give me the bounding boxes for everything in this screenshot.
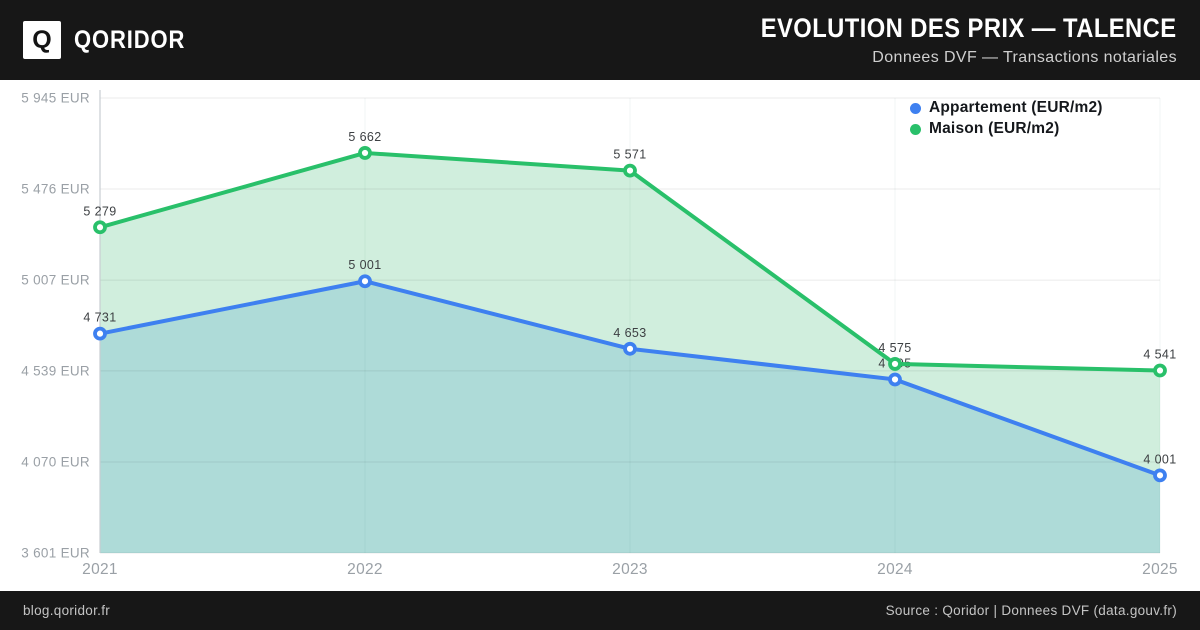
legend-label-maison: Maison (EUR/m2) — [929, 120, 1060, 137]
price-chart: 5 945 EUR 5 476 EUR 5 007 EUR 4 539 EUR 4 07… — [0, 80, 1200, 591]
value-label-appartement-eur-m: 5 001 — [348, 258, 381, 272]
data-point-appartement-eur-m — [623, 341, 637, 356]
data-point-appartement-eur-m — [358, 274, 372, 289]
y-tick-label: 4 539 EUR — [21, 363, 90, 378]
value-label-maison-eur-m: 5 662 — [348, 130, 381, 144]
y-tick-label: 5 945 EUR — [21, 91, 90, 106]
data-point-appartement-eur-m — [888, 372, 902, 387]
footer-source: Source : Qoridor | Donnees DVF (data.gou… — [885, 603, 1177, 618]
legend-item-appartement: Appartement (EUR/m2) — [910, 99, 1103, 117]
footer: blog.qoridor.fr Source : Qoridor | Donne… — [0, 591, 1200, 630]
legend-item-maison: Maison (EUR/m2) — [910, 120, 1103, 138]
header-right: EVOLUTION DES PRIX — TALENCE Donnees DVF… — [704, 13, 1177, 67]
x-tick-label: 2024 — [877, 561, 913, 578]
data-point-maison-eur-m — [623, 163, 637, 178]
y-tick-label: 4 070 EUR — [21, 454, 90, 469]
legend-dot-maison-icon — [910, 123, 921, 135]
qoridor-logo-icon: Q — [23, 21, 61, 59]
value-label-maison-eur-m: 5 571 — [613, 148, 646, 162]
legend-dot-appartement-icon — [910, 102, 921, 114]
data-point-maison-eur-m — [93, 220, 107, 235]
x-tick-label: 2025 — [1142, 561, 1178, 578]
x-tick-label: 2022 — [347, 561, 383, 578]
value-label-appartement-eur-m: 4 731 — [83, 311, 116, 325]
value-label-maison-eur-m: 4 541 — [1143, 348, 1176, 362]
page-title: EVOLUTION DES PRIX — TALENCE — [761, 13, 1177, 43]
data-point-appartement-eur-m — [93, 326, 107, 341]
footer-site: blog.qoridor.fr — [23, 603, 111, 618]
legend-label-appartement: Appartement (EUR/m2) — [929, 99, 1103, 116]
chart-legend: Appartement (EUR/m2) Maison (EUR/m2) — [910, 99, 1103, 138]
y-tick-label: 5 476 EUR — [21, 182, 90, 197]
data-point-maison-eur-m — [358, 146, 372, 160]
y-tick-label: 5 007 EUR — [21, 273, 90, 288]
value-label-maison-eur-m: 5 279 — [83, 204, 116, 218]
logo-letter: Q — [32, 25, 52, 54]
data-point-appartement-eur-m — [1153, 468, 1167, 483]
brand-block: Q QORIDOR — [23, 21, 200, 59]
header: Q QORIDOR EVOLUTION DES PRIX — TALENCE D… — [0, 0, 1200, 80]
value-label-appartement-eur-m: 4 653 — [613, 326, 646, 340]
data-point-maison-eur-m — [888, 357, 902, 371]
value-label-appartement-eur-m: 4 001 — [1143, 452, 1176, 466]
chart-canvas: 5 945 EUR 5 476 EUR 5 007 EUR 4 539 EUR 4 07… — [0, 80, 1200, 596]
page-subtitle: Donnees DVF — Transactions notariales — [872, 49, 1177, 66]
area-appartement-eur-m — [100, 281, 1160, 553]
brand-name: QORIDOR — [74, 25, 186, 54]
x-tick-label: 2023 — [612, 561, 648, 578]
y-tick-label: 3 601 EUR — [21, 546, 90, 561]
value-label-maison-eur-m: 4 575 — [878, 341, 911, 355]
x-tick-label: 2021 — [82, 561, 118, 578]
data-point-maison-eur-m — [1153, 363, 1167, 378]
